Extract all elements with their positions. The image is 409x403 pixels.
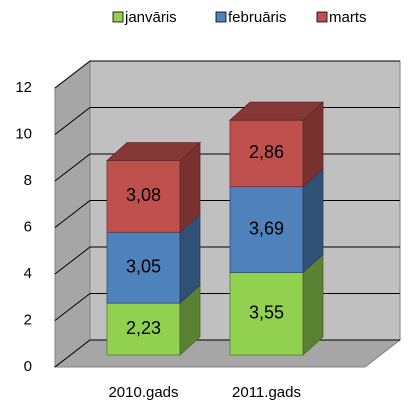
legend-swatch bbox=[316, 11, 328, 23]
y-tick-label: 0 bbox=[24, 358, 32, 375]
data-label: 2,23 bbox=[126, 318, 161, 338]
grid-line bbox=[54, 60, 400, 89]
data-label: 3,55 bbox=[249, 302, 284, 322]
bar-top bbox=[105, 142, 202, 162]
bar-top bbox=[228, 101, 325, 121]
y-tick-label: 12 bbox=[15, 79, 32, 96]
data-label: 3,05 bbox=[126, 256, 161, 276]
y-tick-label: 6 bbox=[24, 218, 32, 235]
bar-segment bbox=[106, 231, 181, 304]
legend-label: marts bbox=[329, 9, 367, 26]
y-tick-label: 4 bbox=[24, 265, 32, 282]
legend-swatch bbox=[215, 11, 227, 23]
x-tick-label: 2010.gads bbox=[108, 384, 178, 401]
data-label: 3,08 bbox=[126, 185, 161, 205]
legend-label: februāris bbox=[228, 9, 286, 26]
y-tick-label: 8 bbox=[24, 172, 32, 189]
bar-segment bbox=[106, 160, 181, 233]
x-tick-label: 2011.gads bbox=[232, 384, 301, 401]
data-label: 2,86 bbox=[249, 142, 284, 162]
legend-swatch bbox=[112, 11, 124, 23]
y-tick-label: 10 bbox=[15, 125, 32, 142]
legend-label: janvāris bbox=[124, 9, 177, 26]
y-tick-label: 2 bbox=[24, 311, 32, 328]
bar-segment bbox=[229, 272, 304, 356]
bar-segment bbox=[229, 186, 304, 273]
bar-segment bbox=[106, 302, 181, 356]
data-label: 3,69 bbox=[249, 218, 284, 238]
